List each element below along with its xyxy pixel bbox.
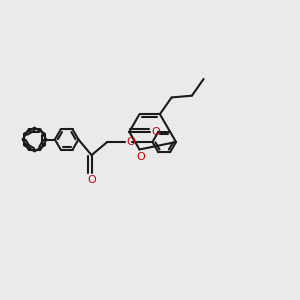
Text: O: O [151,127,160,137]
Text: O: O [87,175,96,185]
Text: O: O [136,152,145,162]
Text: O: O [126,137,135,147]
